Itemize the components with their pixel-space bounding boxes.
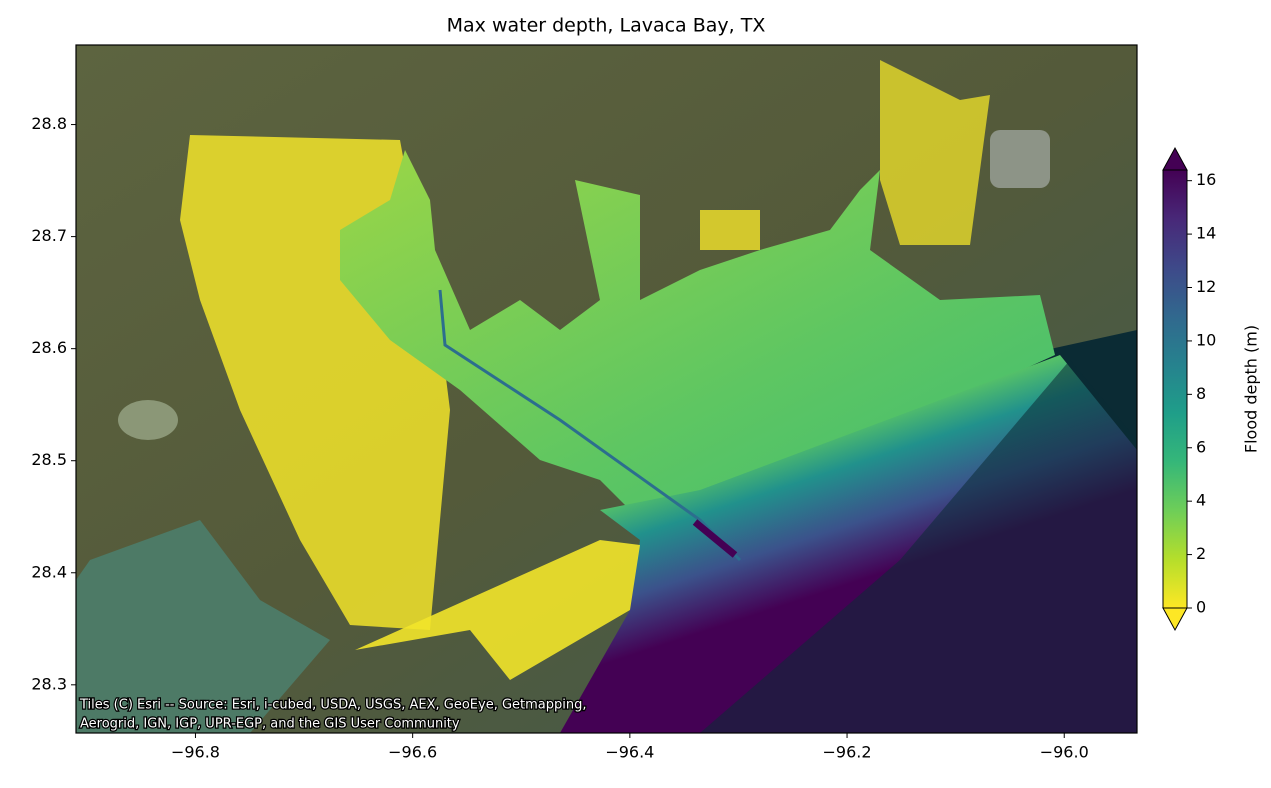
sea-tile bbox=[700, 360, 1137, 733]
chart-title: Max water depth, Lavaca Bay, TX bbox=[447, 15, 766, 37]
y-tick-label: 28.8 bbox=[31, 114, 67, 133]
colorbar-tick-label: 8 bbox=[1196, 384, 1206, 403]
y-tick-label: 28.6 bbox=[31, 338, 67, 357]
x-tick-label: −96.0 bbox=[1040, 743, 1089, 762]
attribution: Aerogrid, IGN, IGP, UPR-EGP, and the GIS… bbox=[80, 717, 460, 732]
colorbar-tick-label: 14 bbox=[1196, 224, 1216, 243]
y-tick-label: 28.7 bbox=[31, 226, 67, 245]
flooded-land bbox=[700, 210, 760, 250]
x-tick-label: −96.8 bbox=[171, 743, 220, 762]
colorbar-tick-label: 10 bbox=[1196, 330, 1216, 349]
y-tick-label: 28.5 bbox=[31, 450, 67, 469]
colorbar-tick-label: 0 bbox=[1196, 598, 1206, 617]
axes-frame bbox=[75, 44, 1138, 734]
x-tick-label: −96.4 bbox=[605, 743, 654, 762]
colorbar-frame bbox=[1162, 169, 1188, 609]
flooded-land bbox=[880, 60, 990, 245]
colorbar-tick-label: 16 bbox=[1196, 170, 1216, 189]
lagoon bbox=[76, 520, 330, 733]
colorbar-tick-label: 12 bbox=[1196, 277, 1216, 296]
y-tick-label: 28.4 bbox=[31, 562, 67, 581]
map-imagery: Tiles (C) Esri -- Source: Esri, i-cubed,… bbox=[76, 45, 1137, 733]
channel-entrance bbox=[692, 519, 738, 558]
colorbar-extend bbox=[1162, 607, 1188, 632]
colorbar bbox=[1163, 170, 1187, 608]
attribution: Tiles (C) Esri -- Source: Esri, i-cubed,… bbox=[79, 698, 587, 713]
colorbar-tick-label: 2 bbox=[1196, 544, 1206, 563]
colorbar-tick-label: 6 bbox=[1196, 437, 1206, 456]
y-tick-label: 28.3 bbox=[31, 674, 67, 693]
x-tick-label: −96.2 bbox=[823, 743, 872, 762]
flooded-peninsula bbox=[355, 540, 640, 680]
colorbar-label: Flood depth (m) bbox=[1242, 325, 1261, 453]
colorbar-tick-label: 4 bbox=[1196, 491, 1206, 510]
colorbar-extend bbox=[1162, 146, 1188, 171]
x-tick-label: −96.6 bbox=[388, 743, 437, 762]
reservoir bbox=[118, 400, 178, 440]
reservoir bbox=[990, 130, 1050, 188]
